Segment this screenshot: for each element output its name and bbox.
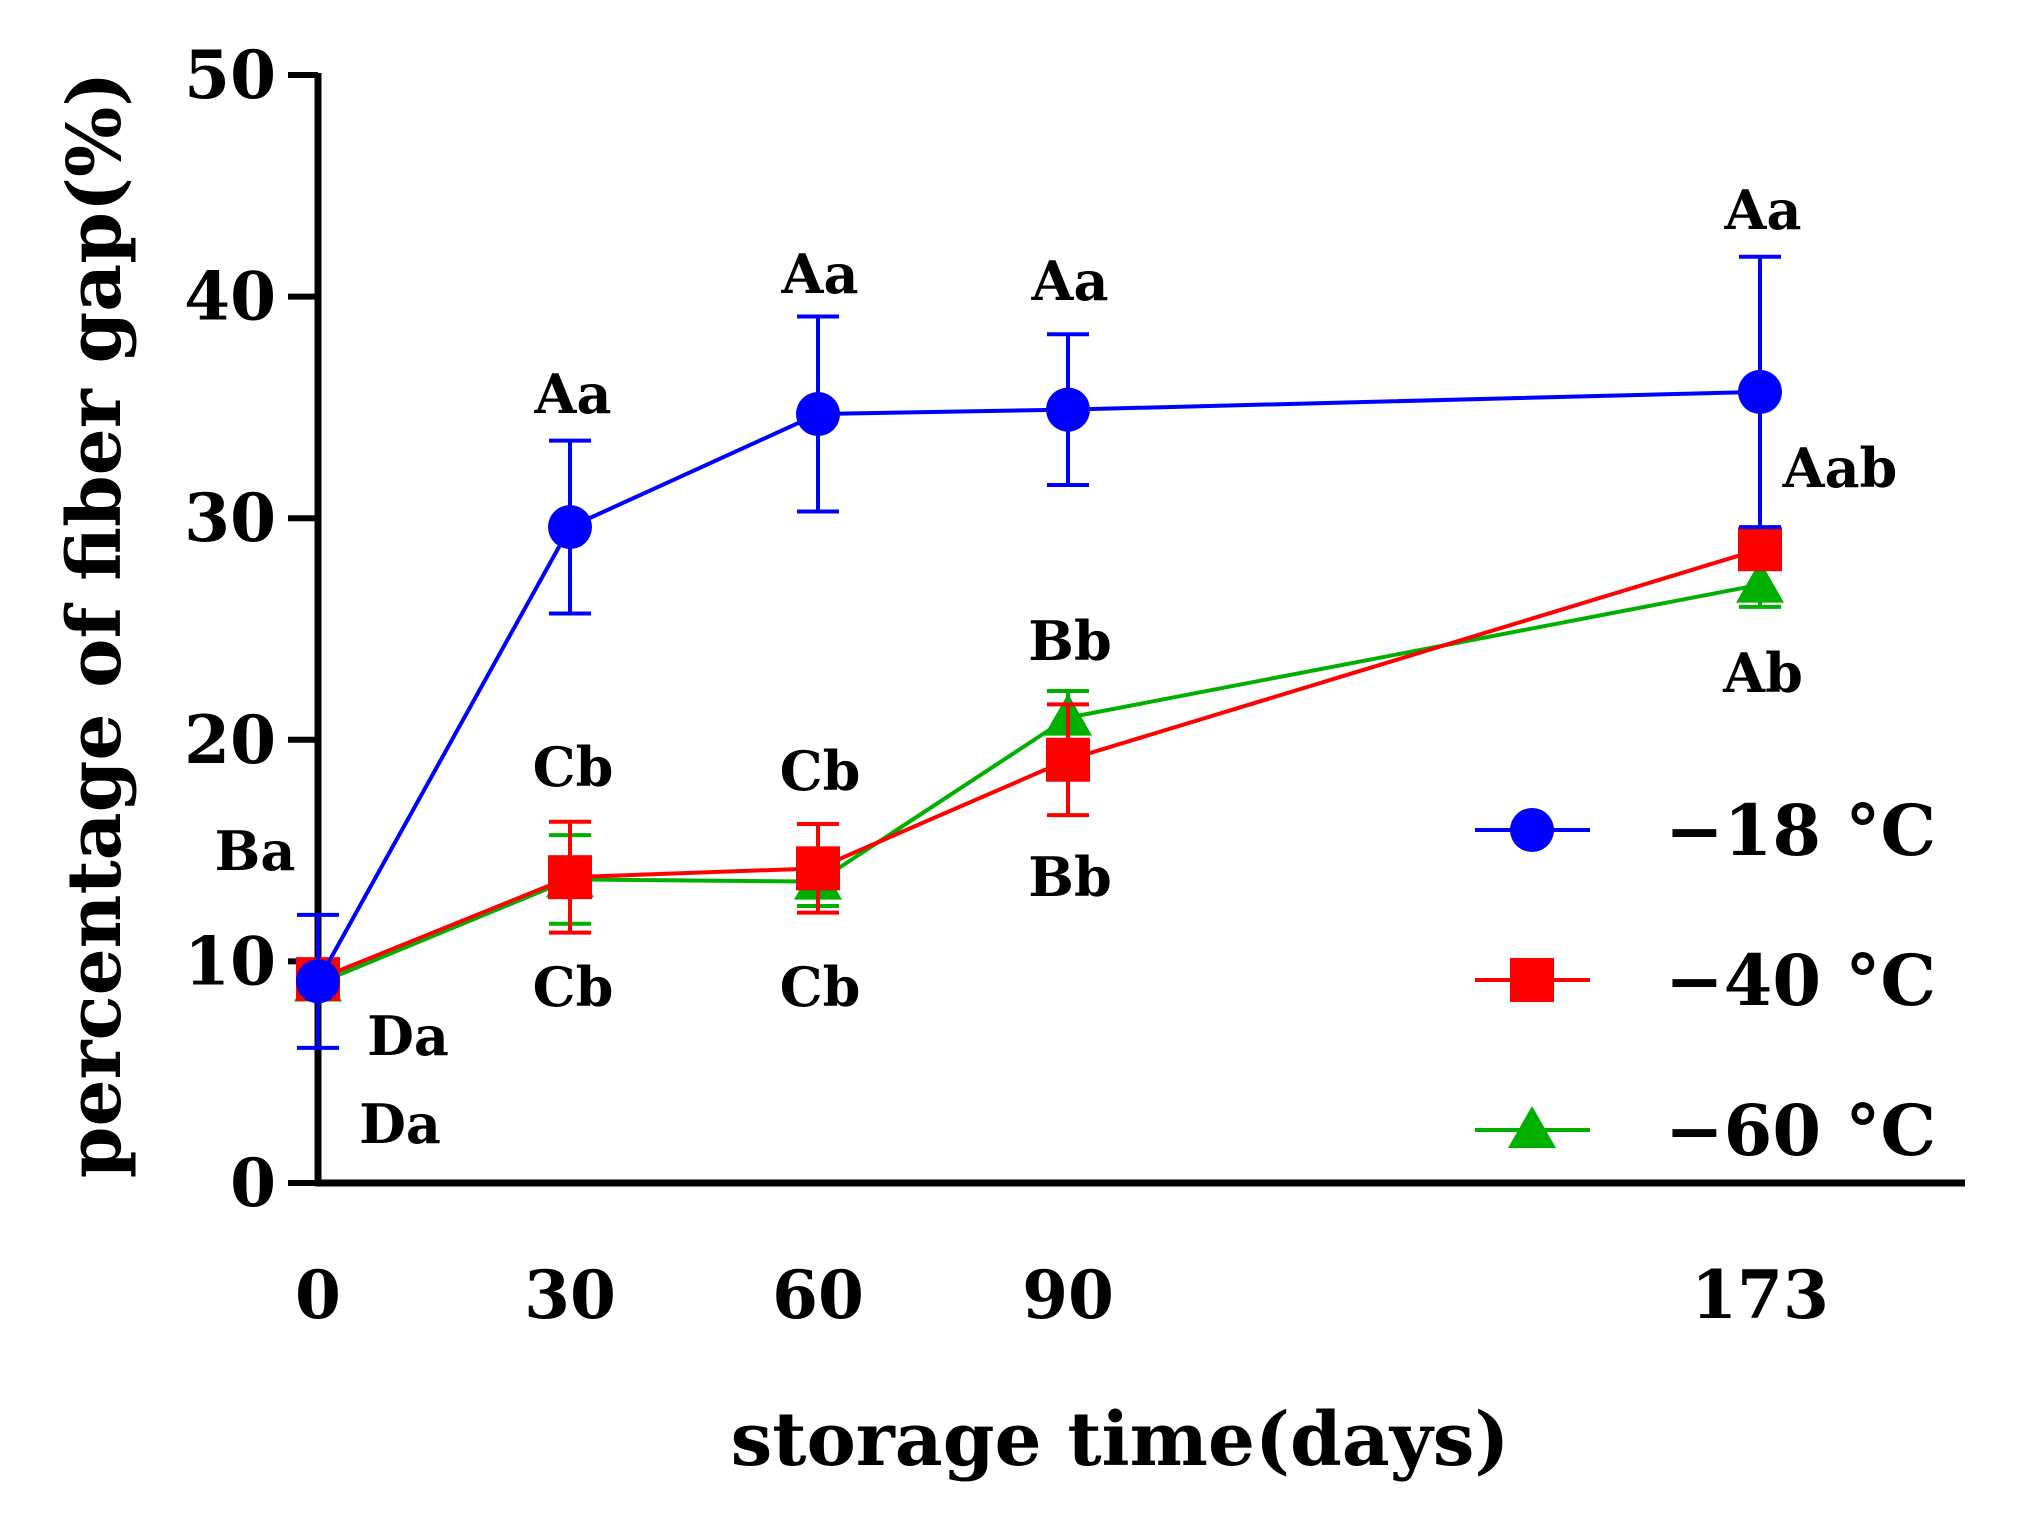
significance-label: Aa (534, 362, 612, 426)
significance-label: Ba (215, 819, 296, 883)
series-square (296, 527, 1782, 1002)
series-circle (296, 254, 1782, 1050)
data-point (1046, 387, 1090, 432)
y-tick-label: 40 (184, 258, 276, 336)
data-point (1738, 369, 1782, 414)
significance-label: Cb (780, 739, 861, 803)
significance-label: Cb (533, 955, 614, 1019)
x-tick-label: 0 (295, 1256, 341, 1334)
y-tick-label: 30 (184, 479, 276, 557)
legend-marker (1510, 808, 1554, 852)
significance-label: Aa (1031, 249, 1109, 313)
significance-label: Aa (1724, 178, 1802, 242)
y-tick-label: 50 (184, 36, 276, 114)
legend-label: −60 °C (1665, 1089, 1936, 1172)
legend-entry: −40 °C (1475, 939, 1936, 1022)
data-point (1736, 560, 1784, 603)
annotations: Ba Aa Aa Aa Aa Da Cb Cb Bb Aab Da Cb Cb Bb Ab (215, 178, 1898, 1156)
significance-label: Da (367, 1004, 449, 1068)
x-tick-label: 30 (524, 1256, 616, 1334)
significance-label: Ab (1722, 641, 1803, 705)
legend: −18 °C −40 °C −60 °C (1475, 789, 1936, 1172)
x-axis-title: storage time(days) (731, 1397, 1510, 1483)
data-point (296, 959, 340, 1004)
legend-entry: −60 °C (1475, 1089, 1936, 1172)
data-point (548, 505, 592, 550)
data-point (1738, 527, 1782, 572)
series-layer (294, 254, 1784, 1050)
significance-label: Aa (781, 242, 859, 306)
legend-label: −18 °C (1665, 789, 1936, 872)
significance-label: Da (359, 1092, 441, 1156)
data-point (548, 855, 592, 900)
significance-label: Cb (780, 955, 861, 1019)
significance-label: Cb (533, 735, 614, 799)
x-tick-label: 90 (1022, 1256, 1114, 1334)
significance-label: Aab (1782, 436, 1898, 500)
data-point (796, 846, 840, 891)
data-point (796, 392, 840, 437)
y-tick-label: 20 (184, 701, 276, 779)
significance-label: Bb (1028, 845, 1111, 909)
legend-marker (1508, 1106, 1556, 1148)
axis-ticks: 0 10 20 30 40 50 0 30 60 90 173 (184, 36, 1829, 1334)
legend-entry: −18 °C (1475, 789, 1936, 872)
x-tick-label: 173 (1691, 1256, 1829, 1334)
significance-label: Bb (1028, 609, 1111, 673)
legend-label: −40 °C (1665, 939, 1936, 1022)
x-tick-label: 60 (772, 1256, 864, 1334)
y-tick-label: 10 (184, 922, 276, 1000)
y-axis-title: percentage of fiber gap(%) (52, 72, 138, 1179)
y-tick-label: 0 (230, 1144, 276, 1222)
legend-marker (1510, 958, 1554, 1002)
data-point (1046, 737, 1090, 782)
